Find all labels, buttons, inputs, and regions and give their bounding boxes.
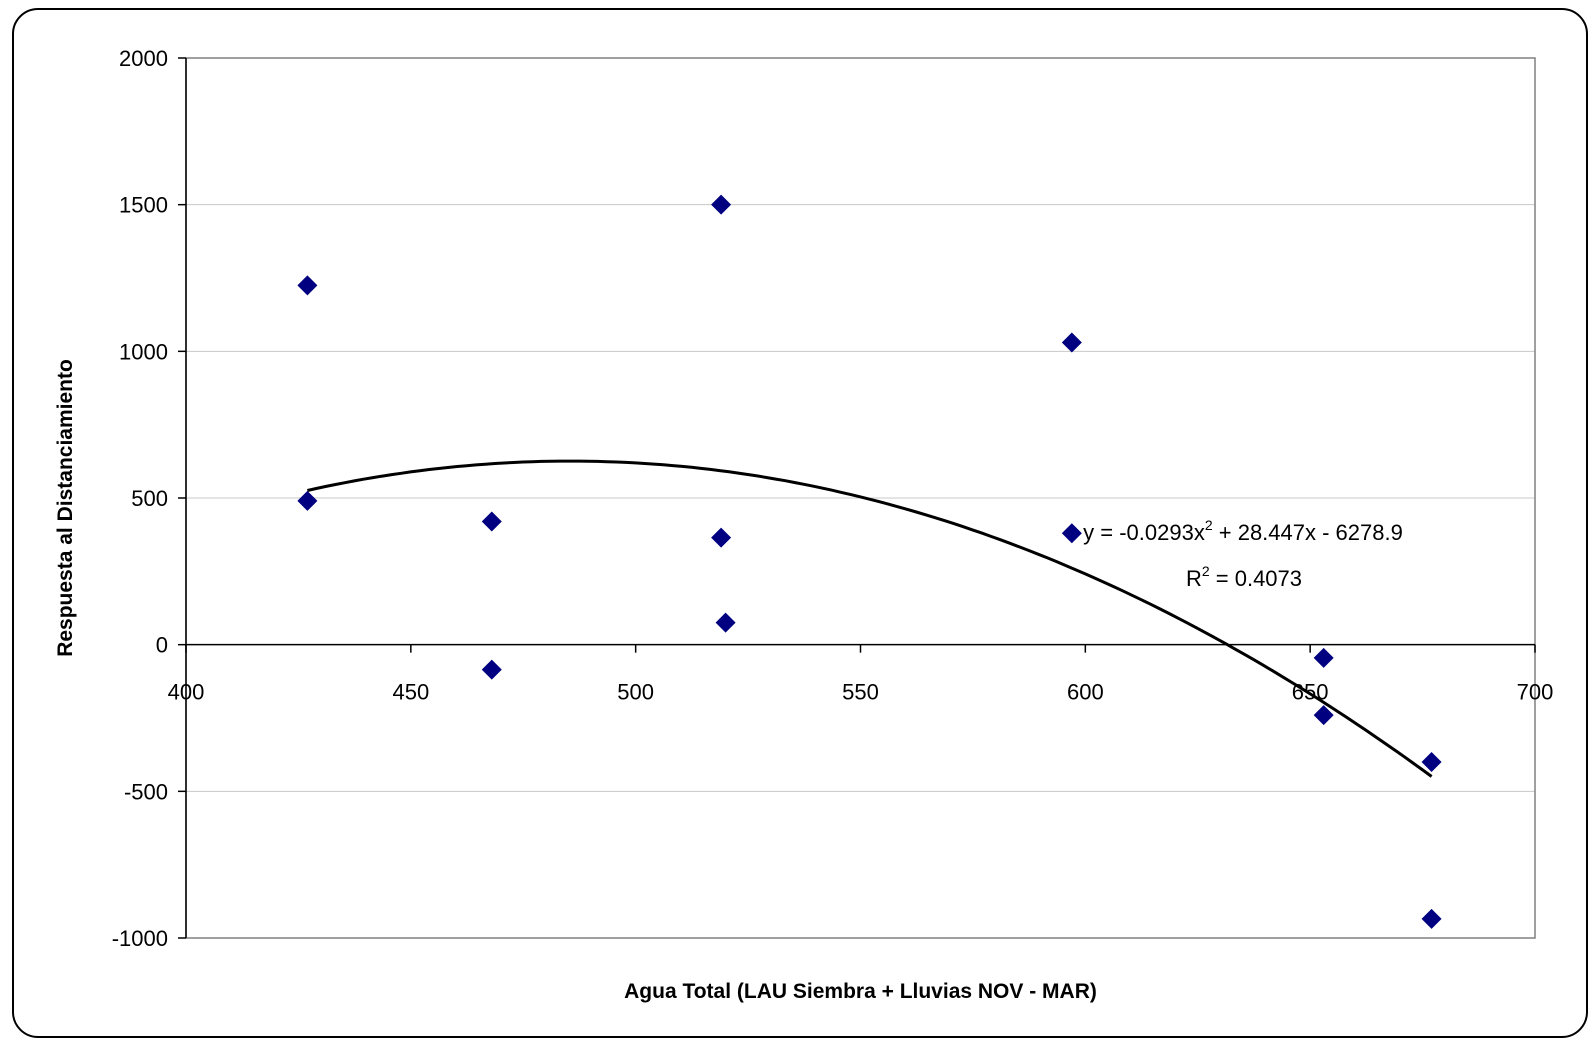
trendline-r-squared: R2 = 0.4073 — [1186, 563, 1302, 591]
data-point — [481, 659, 502, 680]
data-point — [481, 511, 502, 532]
x-axis-title: Agua Total (LAU Siembra + Lluvias NOV - … — [624, 980, 1097, 1003]
y-tick-label: -1000 — [112, 926, 168, 951]
data-point — [1421, 908, 1442, 929]
data-point — [1061, 523, 1082, 544]
x-tick-label: 500 — [617, 680, 654, 705]
data-points — [297, 194, 1442, 929]
y-tick-label: 500 — [131, 486, 168, 511]
x-tick-label: 450 — [392, 680, 429, 705]
data-point — [1313, 705, 1334, 726]
data-point — [1061, 332, 1082, 353]
y-axis-title: Respuesta al Distanciamiento — [54, 359, 77, 657]
x-tick-label: 550 — [842, 680, 879, 705]
data-point — [711, 527, 732, 548]
data-point — [1313, 647, 1334, 668]
chart-frame — [12, 8, 1588, 1038]
x-tick-label: 400 — [168, 680, 205, 705]
data-point — [715, 612, 736, 633]
tick-labels: 2000 1500 1000 500 0 -500 -1000 400 450 500 550 600… — [112, 46, 1554, 951]
data-point — [297, 275, 318, 296]
y-tick-label: 0 — [156, 633, 168, 658]
data-point — [711, 194, 732, 215]
data-point — [1421, 752, 1442, 772]
trendline-equation: y = -0.0293x2 + 28.447x - 6278.9 — [1083, 517, 1403, 545]
y-tick-label: 1000 — [119, 339, 168, 364]
trendline — [307, 459, 1433, 778]
y-tick-label: 1500 — [119, 193, 168, 218]
x-tick-label: 700 — [1517, 680, 1554, 705]
y-tick-label: -500 — [124, 779, 168, 804]
data-point — [297, 490, 318, 511]
x-tick-label: 600 — [1067, 680, 1104, 705]
y-tick-label: 2000 — [119, 46, 168, 71]
